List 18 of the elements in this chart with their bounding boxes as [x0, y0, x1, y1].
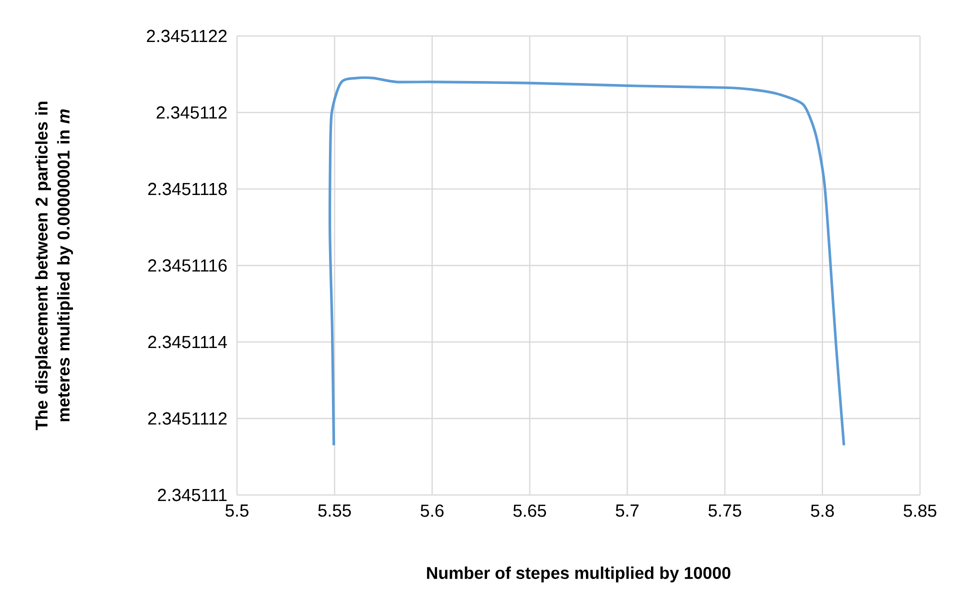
x-tick-label: 5.55 — [318, 504, 351, 517]
y-tick-label: 2.3451112 — [148, 412, 227, 425]
x-tick-label: 5.7 — [616, 504, 639, 517]
x-tick-label: 5.8 — [810, 504, 834, 517]
x-tick-label: 5.65 — [513, 504, 546, 517]
line-series — [328, 76, 846, 447]
y-tick-label: 2.3451114 — [148, 336, 227, 348]
x-tick-label: 5.85 — [904, 504, 936, 517]
x-tick-label: 5.75 — [708, 504, 742, 517]
y-tick-label: 2.3451116 — [148, 259, 227, 272]
y-axis-title: The displacement between 2 particles in meteres multiplied by 0.00000001 in m — [35, 102, 73, 430]
y-tick-label: 2.3451122 — [146, 30, 227, 42]
y-tick-label: 2.345111 — [158, 488, 227, 502]
x-tick-label: 5.6 — [420, 504, 444, 517]
y-tick-label: 2.3451118 — [148, 182, 227, 196]
y-tick-label: 2.345112 — [156, 106, 227, 119]
x-tick-label: 5.5 — [226, 504, 248, 517]
x-axis-title: Number of stepes multiplied by 10000 — [427, 566, 730, 582]
